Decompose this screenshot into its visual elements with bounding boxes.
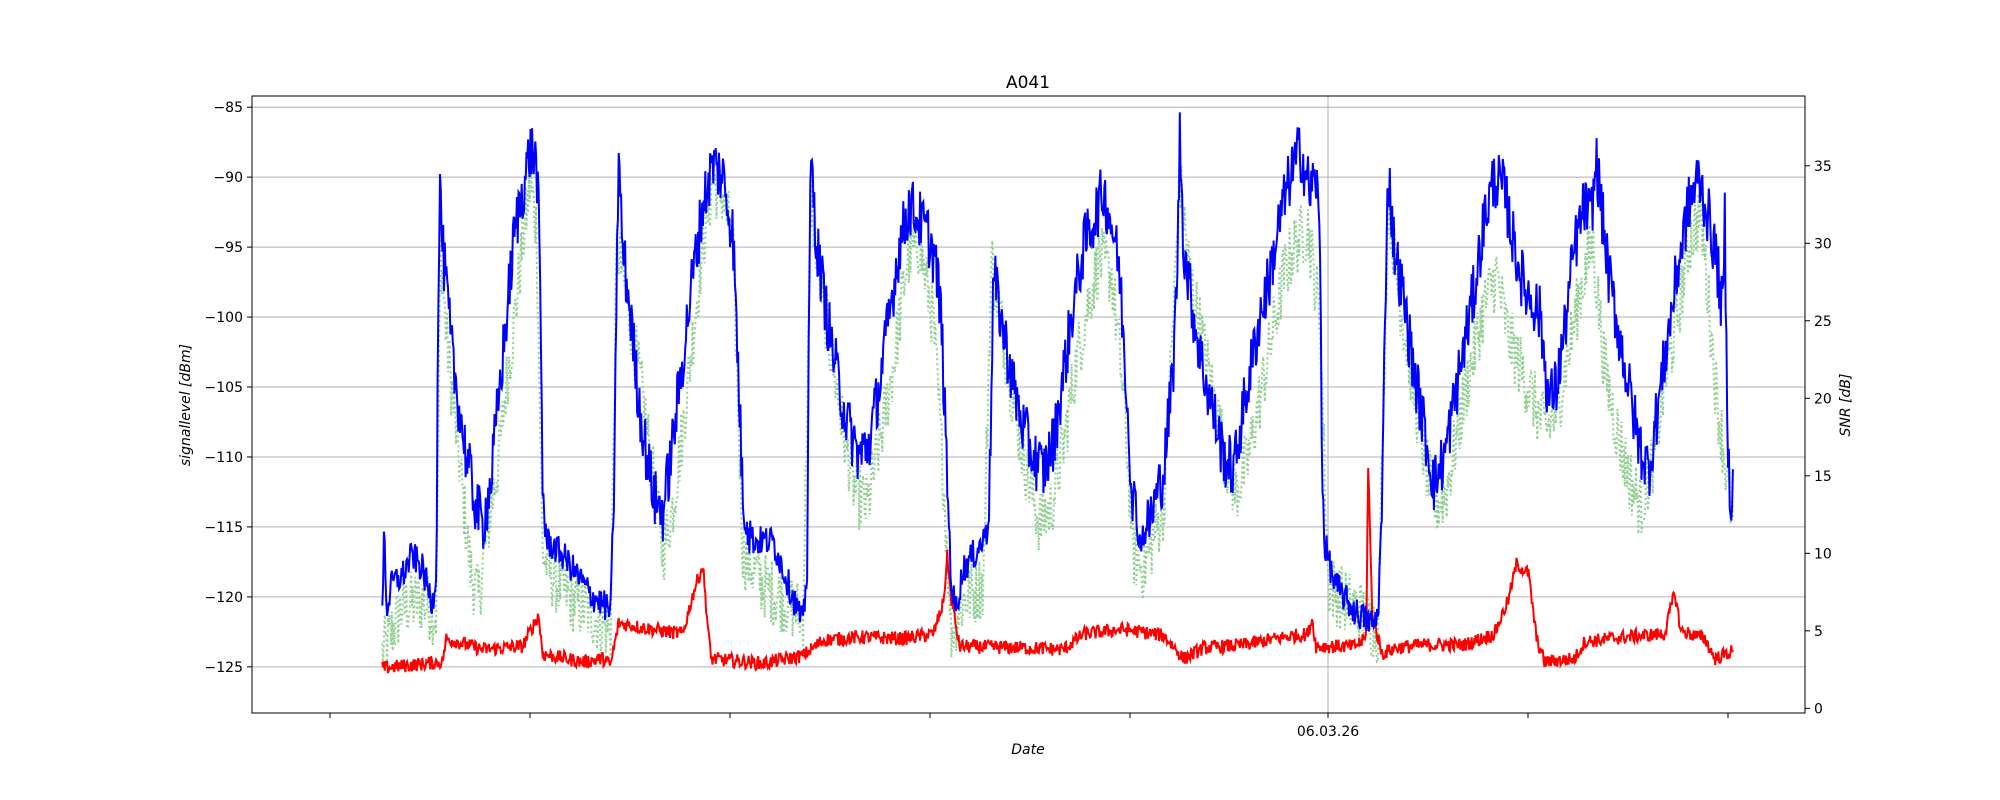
- y-tick-label-right: 5: [1814, 624, 1823, 640]
- series-layer: [381, 112, 1734, 674]
- y-tick-label-left: −95: [213, 240, 243, 256]
- series-line-0: [381, 112, 1734, 632]
- y-tick-label-right: 20: [1814, 391, 1832, 407]
- y-axis-label-left: signallevel [dBm]: [178, 344, 194, 466]
- y-tick-label-right: 10: [1814, 546, 1832, 562]
- y-tick-label-left: −125: [205, 660, 243, 676]
- chart-title: A041: [1006, 73, 1050, 93]
- series-line-2: [381, 163, 1734, 666]
- y-tick-label-right: 30: [1814, 236, 1832, 252]
- y-tick-label-left: −120: [205, 590, 243, 606]
- y-tick-label-left: −110: [205, 450, 243, 466]
- y-tick-label-left: −115: [205, 520, 243, 536]
- x-tick-label: 06.03.26: [1297, 724, 1359, 740]
- y-tick-label-left: −85: [213, 100, 243, 116]
- series-line-1: [381, 467, 1734, 674]
- y-axis-label-right: SNR [dB]: [1838, 374, 1854, 437]
- y-tick-label-right: 25: [1814, 314, 1832, 330]
- y-tick-label-left: −105: [205, 380, 243, 396]
- y-tick-label-left: −100: [205, 310, 243, 326]
- y-tick-label-right: 15: [1814, 469, 1832, 485]
- y-tick-label-right: 0: [1814, 701, 1823, 717]
- ticks-layer: −85 −90 −95 −100 −105 −110 −115 −120 −125 0 5 10 15 2…: [205, 100, 1832, 740]
- x-axis-label: Date: [1011, 742, 1044, 758]
- y-tick-label-left: −90: [213, 170, 243, 186]
- plot-frame: [251, 95, 1806, 714]
- y-tick-label-right: 35: [1814, 159, 1832, 175]
